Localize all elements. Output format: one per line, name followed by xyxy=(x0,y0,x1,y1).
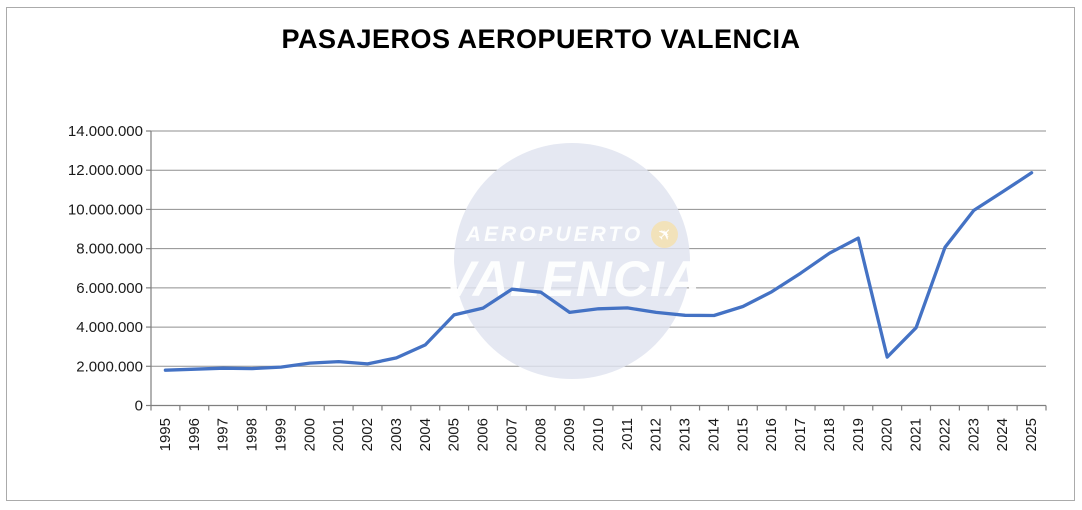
x-tick-label: 2010 xyxy=(590,418,607,451)
x-tick-label: 2004 xyxy=(417,418,434,451)
y-tick-label: 12.000.000 xyxy=(68,162,143,179)
x-tick-label: 2012 xyxy=(648,418,665,451)
x-tick-label: 2016 xyxy=(763,418,780,451)
x-tick-label: 2001 xyxy=(330,418,347,451)
x-tick-label: 2024 xyxy=(994,418,1011,451)
x-tick-label: 2013 xyxy=(677,418,694,451)
x-tick-label: 2022 xyxy=(936,418,953,451)
chart-title: PASAJEROS AEROPUERTO VALENCIA xyxy=(281,24,801,54)
x-tick-label: 2000 xyxy=(301,418,318,451)
y-tick-label: 6.000.000 xyxy=(76,280,143,297)
x-tick-label: 2023 xyxy=(965,418,982,451)
x-tick-label: 1997 xyxy=(215,418,232,451)
x-tick-label: 2011 xyxy=(619,418,636,450)
x-tick-label: 2009 xyxy=(561,418,578,451)
y-tick-label: 14.000.000 xyxy=(68,123,143,140)
x-tick-label: 2020 xyxy=(879,418,896,451)
x-tick-label: 1999 xyxy=(272,418,289,451)
x-tick-label: 1998 xyxy=(244,418,261,451)
data-line xyxy=(163,171,1034,372)
y-tick-label: 8.000.000 xyxy=(76,241,143,258)
y-tick-label: 4.000.000 xyxy=(76,319,143,336)
x-tick-label: 2008 xyxy=(532,418,549,451)
x-tick-label: 2019 xyxy=(850,418,867,451)
x-tick-label: 2005 xyxy=(446,418,463,451)
x-tick-label: 2021 xyxy=(908,418,925,451)
y-tick-label: 0 xyxy=(135,398,143,415)
x-tick-label: 2003 xyxy=(388,418,405,451)
x-tick-label: 2002 xyxy=(359,418,376,451)
x-tick-label: 1996 xyxy=(186,418,203,451)
x-tick-label: 2007 xyxy=(503,418,520,451)
y-tick-label: 10.000.000 xyxy=(68,201,143,218)
y-tick-label: 2.000.000 xyxy=(76,358,143,375)
x-tick-label: 2025 xyxy=(1023,418,1040,451)
x-tick-label: 2017 xyxy=(792,418,809,451)
x-tick-label: 2018 xyxy=(821,418,838,451)
x-tick-label: 2015 xyxy=(734,418,751,451)
x-tick-label: 2014 xyxy=(705,418,722,451)
x-tick-label: 1995 xyxy=(157,418,174,451)
x-tick-label: 2006 xyxy=(475,418,492,451)
